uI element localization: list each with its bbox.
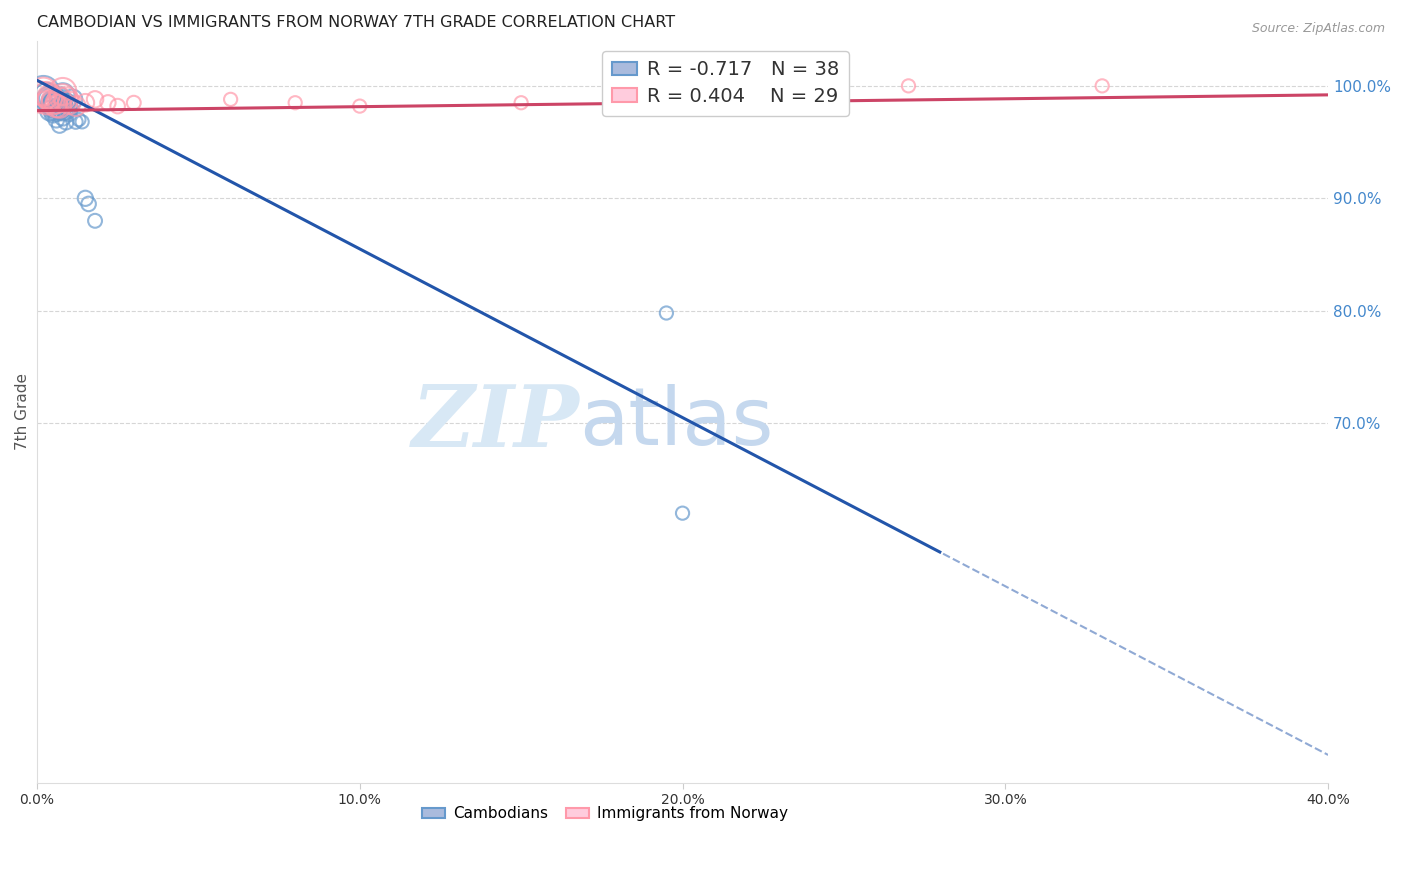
Point bbox=[55, 103, 77, 118]
Point bbox=[55, 95, 77, 110]
Point bbox=[58, 99, 80, 113]
Point bbox=[42, 95, 65, 110]
Point bbox=[45, 95, 67, 110]
Point bbox=[48, 101, 70, 115]
Legend: Cambodians, Immigrants from Norway: Cambodians, Immigrants from Norway bbox=[416, 800, 794, 828]
Point bbox=[38, 92, 60, 106]
Point bbox=[70, 115, 93, 129]
Point bbox=[48, 90, 70, 104]
Point bbox=[42, 92, 65, 106]
Point bbox=[52, 87, 75, 102]
Point bbox=[55, 92, 77, 106]
Point bbox=[62, 92, 84, 106]
Point bbox=[38, 92, 60, 106]
Point bbox=[67, 112, 90, 127]
Text: atlas: atlas bbox=[579, 384, 773, 462]
Text: Source: ZipAtlas.com: Source: ZipAtlas.com bbox=[1251, 22, 1385, 36]
Text: ZIP: ZIP bbox=[412, 382, 579, 465]
Point bbox=[58, 95, 80, 110]
Point bbox=[284, 95, 307, 110]
Y-axis label: 7th Grade: 7th Grade bbox=[15, 374, 30, 450]
Point bbox=[510, 95, 533, 110]
Point bbox=[52, 111, 75, 125]
Text: CAMBODIAN VS IMMIGRANTS FROM NORWAY 7TH GRADE CORRELATION CHART: CAMBODIAN VS IMMIGRANTS FROM NORWAY 7TH … bbox=[37, 15, 675, 30]
Point bbox=[35, 87, 58, 102]
Point bbox=[52, 96, 75, 111]
Point bbox=[45, 99, 67, 113]
Point bbox=[671, 506, 693, 520]
Point bbox=[42, 99, 65, 113]
Point bbox=[38, 90, 60, 104]
Point bbox=[219, 92, 242, 106]
Point bbox=[65, 99, 87, 113]
Point bbox=[38, 92, 60, 106]
Point bbox=[97, 95, 120, 110]
Point bbox=[107, 99, 129, 113]
Point bbox=[45, 95, 67, 109]
Point bbox=[42, 95, 65, 110]
Point bbox=[48, 99, 70, 113]
Point bbox=[1091, 78, 1114, 93]
Point bbox=[35, 95, 58, 110]
Point bbox=[55, 115, 77, 129]
Point bbox=[75, 191, 97, 205]
Point bbox=[897, 78, 920, 93]
Point bbox=[30, 90, 52, 104]
Point bbox=[32, 85, 55, 99]
Point bbox=[45, 99, 67, 113]
Point bbox=[77, 197, 100, 211]
Point bbox=[84, 92, 107, 106]
Point bbox=[48, 92, 70, 106]
Point bbox=[122, 95, 145, 110]
Point bbox=[45, 99, 67, 113]
Point bbox=[84, 214, 107, 228]
Point bbox=[52, 103, 75, 118]
Point bbox=[52, 85, 75, 99]
Point bbox=[349, 99, 371, 113]
Point bbox=[38, 103, 60, 118]
Point bbox=[52, 90, 75, 104]
Point bbox=[55, 95, 77, 110]
Point bbox=[655, 306, 678, 320]
Point bbox=[35, 90, 58, 104]
Point bbox=[48, 92, 70, 106]
Point bbox=[65, 115, 87, 129]
Point bbox=[45, 112, 67, 127]
Point bbox=[75, 95, 97, 110]
Point bbox=[32, 85, 55, 99]
Point bbox=[58, 107, 80, 121]
Point bbox=[58, 101, 80, 115]
Point bbox=[35, 87, 58, 102]
Point bbox=[42, 107, 65, 121]
Point bbox=[42, 95, 65, 110]
Point bbox=[48, 118, 70, 132]
Point bbox=[671, 92, 693, 106]
